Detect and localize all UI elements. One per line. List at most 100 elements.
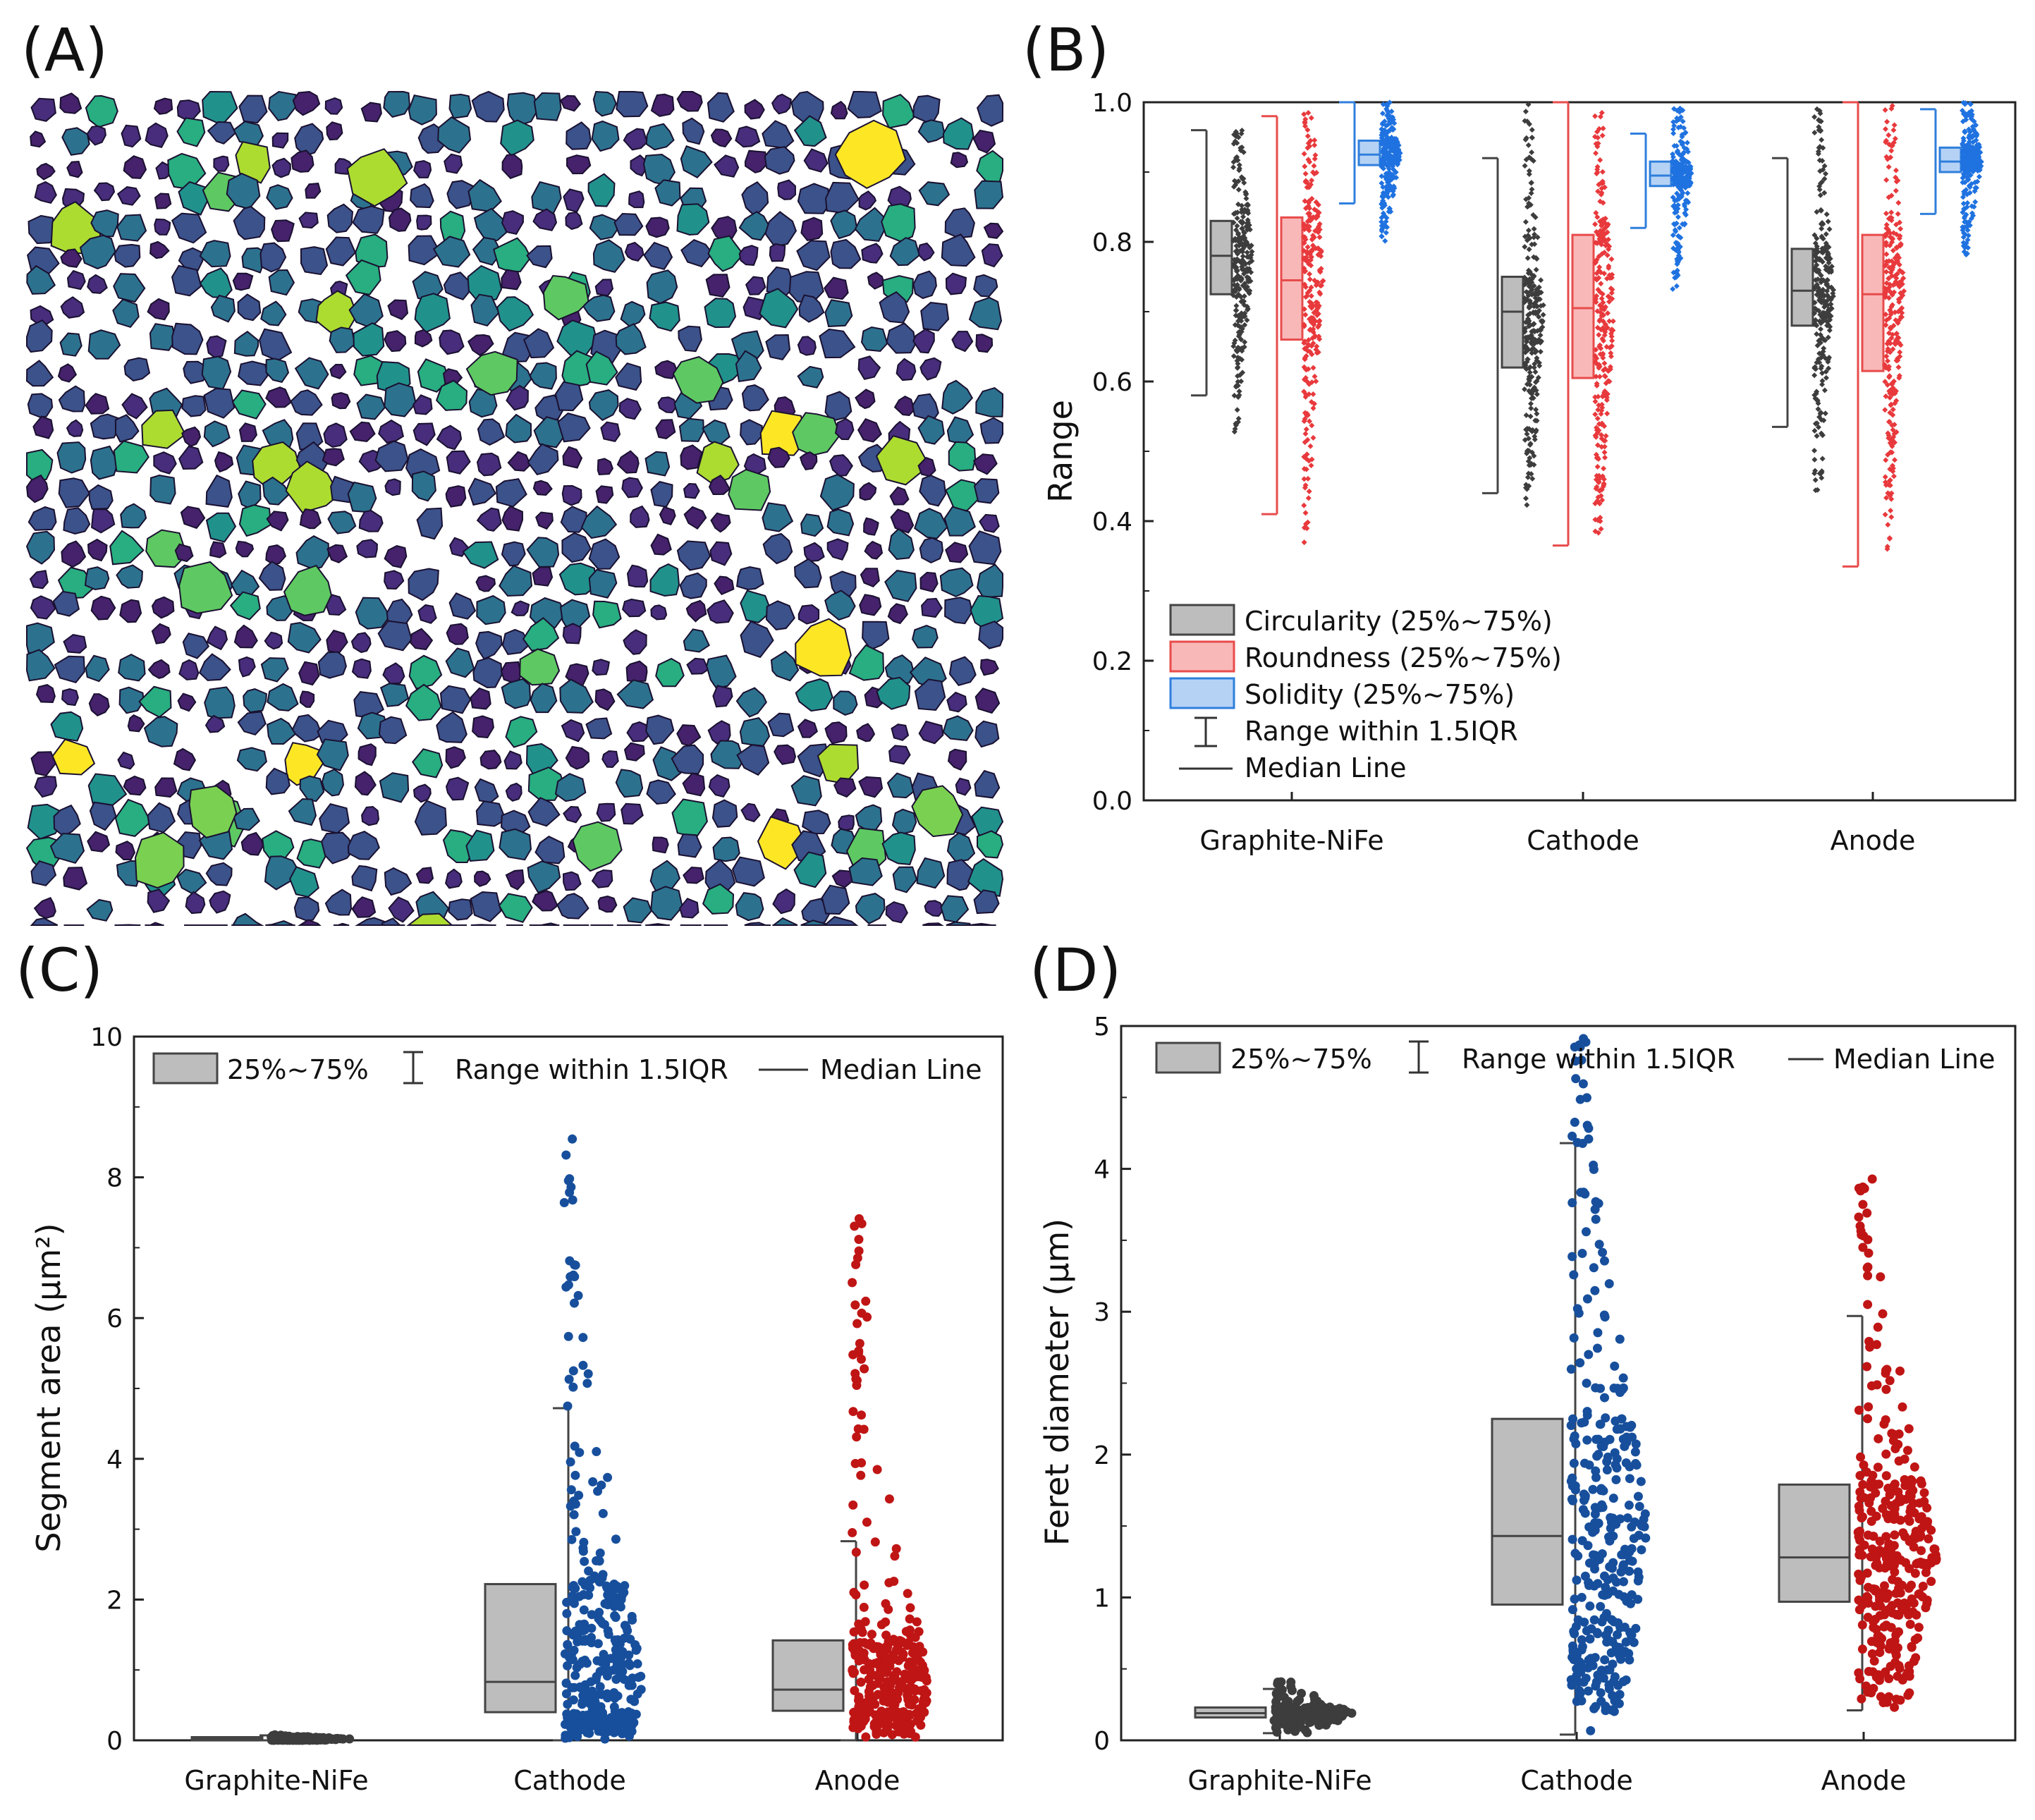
data-point-roundness xyxy=(1307,181,1314,188)
data-point-solidity xyxy=(1679,157,1685,164)
grain-segment xyxy=(500,119,534,157)
data-point xyxy=(596,1616,606,1626)
data-point-solidity xyxy=(1386,142,1392,149)
data-point-circularity xyxy=(1532,241,1538,248)
grain-segment xyxy=(735,350,762,383)
data-point-roundness xyxy=(1883,311,1889,317)
data-point-solidity xyxy=(1674,267,1680,274)
data-point xyxy=(1631,1439,1641,1449)
data-point-circularity xyxy=(1234,223,1240,229)
data-point xyxy=(1575,1660,1585,1670)
grain-segment xyxy=(919,357,942,381)
grain-segment xyxy=(462,541,499,569)
grain-segment xyxy=(860,326,888,353)
grain-segment xyxy=(678,898,699,919)
data-point-roundness xyxy=(1601,423,1608,429)
data-point xyxy=(1582,1407,1592,1417)
data-point-roundness xyxy=(1882,379,1888,385)
data-point xyxy=(897,1637,907,1647)
grain-segment xyxy=(501,678,532,709)
grain-segment xyxy=(145,529,188,568)
grain-segment xyxy=(533,416,567,448)
grain-segment xyxy=(563,188,585,213)
data-point-circularity xyxy=(1523,338,1529,345)
data-point xyxy=(568,1382,578,1392)
grain-segment xyxy=(349,421,376,443)
data-point xyxy=(1600,1312,1610,1322)
grain-segment xyxy=(299,508,322,530)
data-point-roundness xyxy=(1302,294,1309,300)
data-point-roundness xyxy=(1883,126,1889,133)
data-point-circularity xyxy=(1526,246,1532,252)
data-point-circularity xyxy=(1536,296,1543,303)
grain-segment xyxy=(876,676,911,710)
data-point-solidity xyxy=(1391,120,1398,126)
grain-segment xyxy=(411,470,436,502)
grain-segment xyxy=(696,441,740,485)
data-point xyxy=(854,1235,864,1245)
grain-segment xyxy=(940,895,970,923)
data-point-roundness xyxy=(1310,214,1316,220)
grain-segment xyxy=(615,323,647,355)
data-point-roundness xyxy=(1594,228,1600,235)
data-point xyxy=(1907,1642,1917,1652)
data-point-circularity xyxy=(1812,487,1819,494)
data-point-roundness xyxy=(1895,200,1902,206)
grain-segment xyxy=(565,745,590,770)
data-point-solidity xyxy=(1684,197,1690,204)
grain-segment xyxy=(448,592,477,620)
data-point-circularity xyxy=(1816,124,1822,130)
grain-segment xyxy=(924,900,945,917)
data-point-circularity xyxy=(1525,102,1532,108)
data-point-solidity xyxy=(1976,173,1982,180)
data-point-roundness xyxy=(1608,350,1614,356)
legend-swatch-roundness xyxy=(1169,640,1235,673)
grain-segment xyxy=(535,511,554,530)
data-point-circularity xyxy=(1524,381,1530,387)
grain-segment xyxy=(499,565,533,597)
legend-swatch-iqr xyxy=(152,1052,219,1085)
data-point xyxy=(1854,1405,1864,1415)
grain-segment xyxy=(474,870,491,887)
data-point-solidity xyxy=(1681,125,1687,131)
grain-segment xyxy=(416,214,432,231)
data-point-roundness xyxy=(1609,338,1615,344)
data-point xyxy=(1870,1615,1880,1625)
data-point xyxy=(860,1364,869,1374)
grain-segment xyxy=(388,896,415,923)
data-point xyxy=(1604,1279,1614,1289)
grain-segment xyxy=(243,688,267,714)
grain-segment xyxy=(704,298,737,329)
grain-segment xyxy=(347,830,380,860)
box-iqr xyxy=(1491,1417,1564,1606)
data-point xyxy=(597,1690,607,1699)
data-point-roundness xyxy=(1882,474,1888,480)
data-point xyxy=(1622,1432,1632,1442)
data-point-circularity xyxy=(1821,190,1828,196)
data-point xyxy=(1605,1536,1615,1546)
grain-segment xyxy=(824,181,860,214)
grain-segment xyxy=(946,921,972,926)
data-point-solidity xyxy=(1388,176,1395,183)
grain-segment-large xyxy=(465,350,518,396)
data-point-roundness xyxy=(1598,346,1604,352)
grain-segment xyxy=(950,152,969,169)
data-point-roundness xyxy=(1314,212,1321,219)
grain-segment xyxy=(178,181,210,216)
data-point-circularity xyxy=(1522,233,1528,240)
data-point xyxy=(1570,1118,1579,1128)
data-point-roundness xyxy=(1308,115,1314,121)
grain-segment xyxy=(826,538,849,561)
data-point xyxy=(854,1246,864,1256)
grain-segment xyxy=(358,743,377,767)
data-point-circularity xyxy=(1812,277,1819,283)
data-point-circularity xyxy=(1230,219,1237,226)
box-iqr xyxy=(1938,146,1962,173)
data-point-circularity xyxy=(1248,269,1254,276)
grain-segment xyxy=(838,814,855,831)
data-point-roundness xyxy=(1886,164,1892,170)
data-point xyxy=(587,1704,597,1714)
data-point-roundness xyxy=(1301,248,1307,254)
grain-segment xyxy=(495,478,527,508)
data-point xyxy=(1591,1214,1601,1224)
